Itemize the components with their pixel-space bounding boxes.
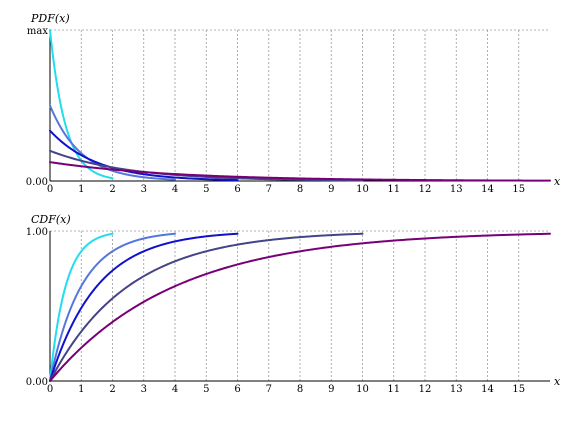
x-tick-label: 15: [512, 184, 525, 195]
cdf-curve-2: [49, 232, 176, 382]
y-tick-label-min: 0.00: [26, 377, 48, 388]
x-axis-label: x: [554, 175, 561, 188]
x-tick-label: 5: [203, 384, 209, 395]
y-tick-label-max: 1.00: [26, 227, 48, 238]
x-tick-label: 3: [141, 384, 147, 395]
x-tick-label: 8: [297, 384, 303, 395]
x-tick-label: 10: [356, 184, 369, 195]
y-axis-label: CDF(x): [31, 213, 71, 226]
x-tick-label: 12: [419, 384, 432, 395]
x-tick-label: 5: [203, 184, 209, 195]
pdf-curve-3: [49, 129, 239, 182]
cdf-curve-3: [49, 232, 239, 382]
pdf-curve-5: [49, 161, 551, 182]
pdf-curve-4: [49, 149, 364, 182]
x-axis-label: x: [554, 375, 561, 388]
x-tick-label: 0: [47, 184, 53, 195]
x-tick-label: 6: [234, 384, 240, 395]
x-tick-label: 1: [78, 384, 84, 395]
x-tick-label: 12: [419, 184, 432, 195]
x-tick-label: 4: [172, 384, 178, 395]
x-tick-label: 13: [450, 384, 463, 395]
x-tick-label: 14: [481, 384, 494, 395]
y-tick-label-max: max: [27, 26, 48, 37]
y-axis-label: PDF(x): [30, 12, 70, 25]
x-tick-label: 14: [481, 184, 494, 195]
x-tick-label: 9: [328, 384, 334, 395]
x-tick-label: 3: [141, 184, 147, 195]
x-tick-label: 8: [297, 184, 303, 195]
x-tick-label: 10: [356, 384, 369, 395]
x-tick-label: 4: [172, 184, 178, 195]
x-tick-label: 11: [387, 384, 400, 395]
x-tick-label: 9: [328, 184, 334, 195]
x-tick-label: 6: [234, 184, 240, 195]
x-tick-label: 0: [47, 384, 53, 395]
x-tick-label: 2: [109, 384, 115, 395]
x-tick-label: 11: [387, 184, 400, 195]
x-tick-label: 13: [450, 184, 463, 195]
cdf-curve-4: [49, 232, 364, 382]
x-tick-label: 7: [266, 184, 272, 195]
x-tick-label: 15: [512, 384, 525, 395]
x-tick-label: 2: [109, 184, 115, 195]
pdf-curve-2: [49, 104, 176, 181]
x-tick-label: 7: [266, 384, 272, 395]
x-tick-label: 1: [78, 184, 84, 195]
y-tick-label-min: 0.00: [26, 177, 48, 188]
cdf-curve-5: [49, 232, 551, 382]
cdf-curve-1: [49, 232, 114, 382]
